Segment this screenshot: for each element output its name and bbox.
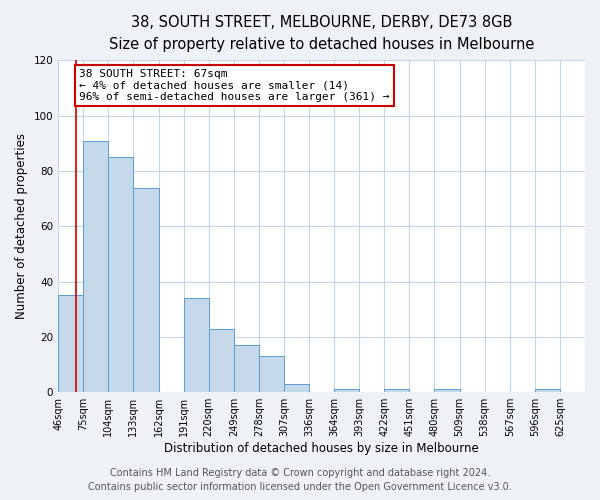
Bar — [58, 296, 83, 392]
Bar — [184, 298, 209, 392]
X-axis label: Distribution of detached houses by size in Melbourne: Distribution of detached houses by size … — [164, 442, 479, 455]
Y-axis label: Number of detached properties: Number of detached properties — [15, 134, 28, 320]
Text: 38 SOUTH STREET: 67sqm
← 4% of detached houses are smaller (14)
96% of semi-deta: 38 SOUTH STREET: 67sqm ← 4% of detached … — [79, 68, 390, 102]
Text: Contains HM Land Registry data © Crown copyright and database right 2024.
Contai: Contains HM Land Registry data © Crown c… — [88, 468, 512, 492]
Bar — [209, 328, 234, 392]
Bar — [535, 390, 560, 392]
Bar — [385, 390, 409, 392]
Bar — [109, 157, 133, 392]
Bar — [259, 356, 284, 392]
Bar — [133, 188, 158, 392]
Bar — [83, 140, 109, 392]
Bar — [334, 390, 359, 392]
Bar — [284, 384, 309, 392]
Bar — [234, 345, 259, 392]
Title: 38, SOUTH STREET, MELBOURNE, DERBY, DE73 8GB
Size of property relative to detach: 38, SOUTH STREET, MELBOURNE, DERBY, DE73… — [109, 15, 534, 52]
Bar — [434, 390, 460, 392]
